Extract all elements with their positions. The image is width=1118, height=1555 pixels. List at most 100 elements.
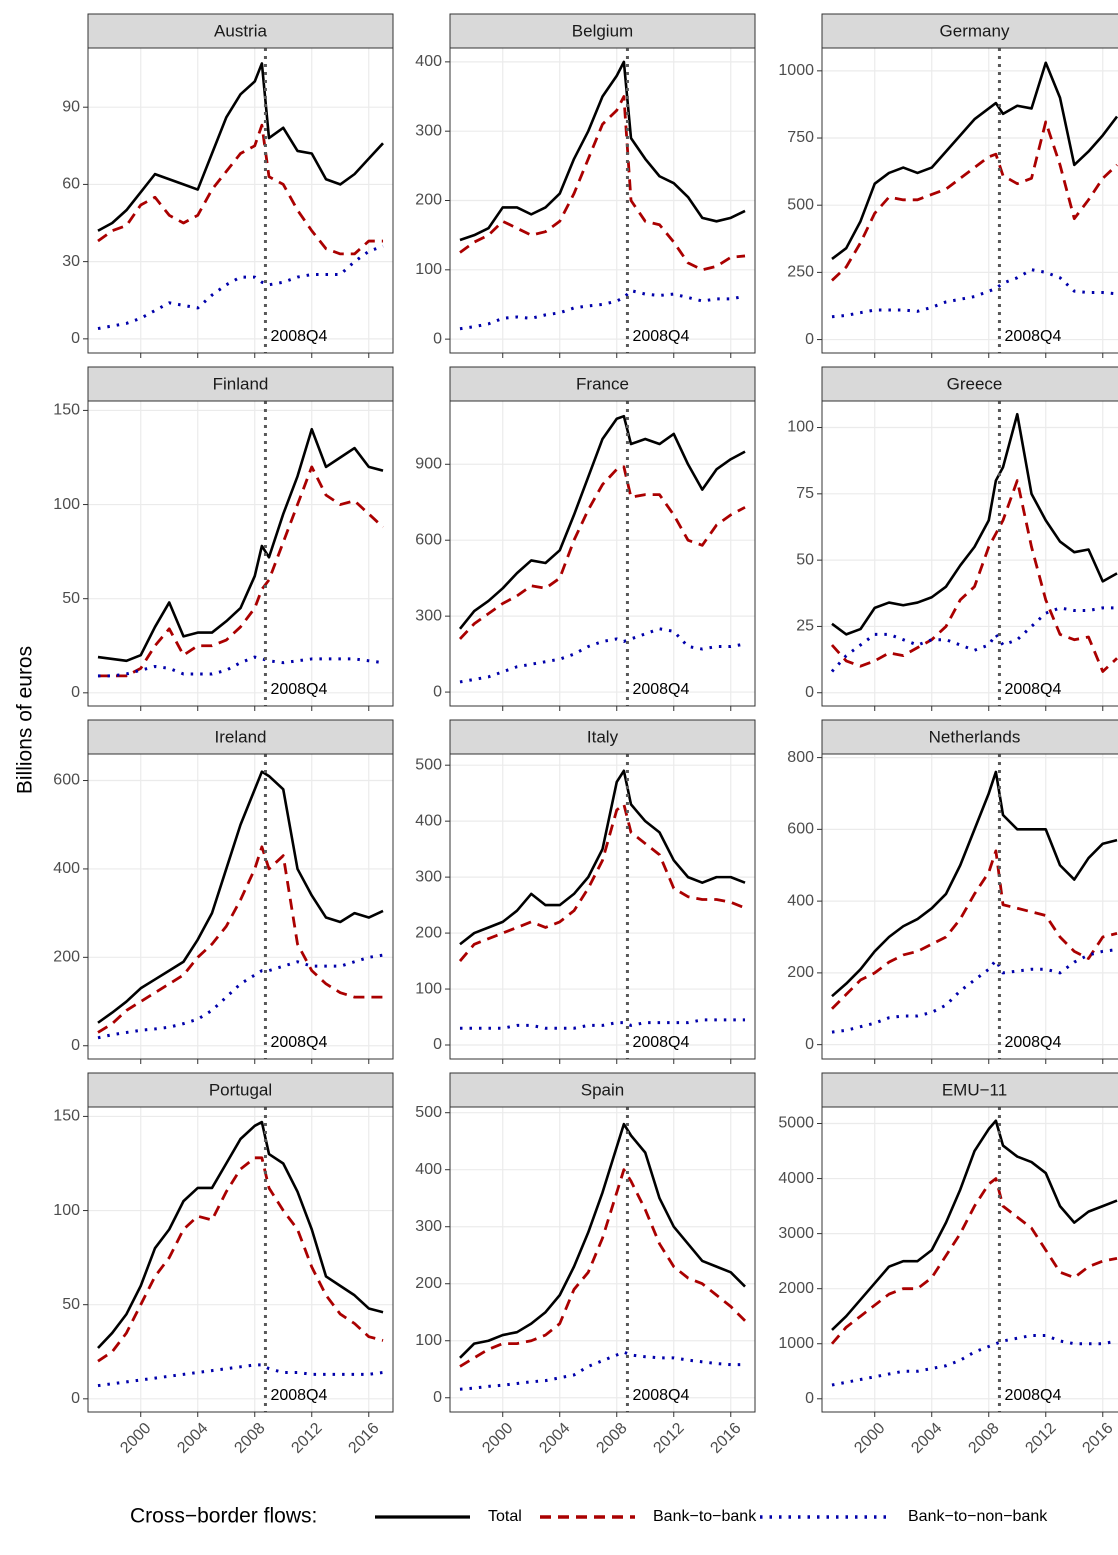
- legend-label: Total: [488, 1508, 522, 1525]
- y-tick-label: 100: [53, 496, 80, 513]
- series-line: [831, 948, 1118, 1034]
- strip-title: Spain: [581, 1080, 624, 1099]
- x-tick-label: 2012: [1022, 1420, 1059, 1457]
- y-axis-title: Billions of euros: [14, 646, 37, 794]
- y-tick-label: 600: [415, 531, 442, 548]
- series-line: [97, 465, 384, 678]
- y-tick-label: 0: [71, 330, 80, 347]
- series-line: [97, 1120, 384, 1349]
- y-tick-label: 600: [53, 772, 80, 789]
- strip: [87, 719, 394, 755]
- plot-border: [449, 400, 756, 707]
- y-tick-label: 400: [415, 53, 442, 70]
- plot-bg: [88, 754, 393, 1059]
- reference-label: 2008Q4: [632, 1034, 689, 1051]
- series-line: [830, 479, 1118, 673]
- x-tick-label: 2016: [1079, 1420, 1116, 1457]
- plot-bg: [450, 1107, 755, 1412]
- y-tick-label: 1000: [778, 62, 814, 79]
- panel: Ireland 0 200 400 600 2008Q4: [53, 719, 394, 1064]
- y-tick-label: 0: [805, 684, 814, 701]
- panel: Germany 0 250 500 750 1000 2008Q4: [778, 13, 1118, 358]
- y-tick-label: 2000: [778, 1280, 814, 1297]
- plot-bg: [88, 48, 393, 353]
- legend-label: Bank−to−bank: [653, 1508, 757, 1525]
- panel: Belgium 0 100 200 300 400 2008Q4: [415, 13, 756, 358]
- y-tick-label: 300: [415, 1218, 442, 1235]
- y-tick-label: 90: [62, 98, 80, 115]
- x-tick-label: 2004: [536, 1420, 573, 1457]
- series-line: [97, 1156, 384, 1363]
- strip: [449, 1072, 756, 1108]
- plot-border: [821, 1106, 1118, 1413]
- series-line: [459, 769, 746, 946]
- strip-title: Austria: [214, 21, 267, 40]
- plot-border: [449, 1106, 756, 1413]
- plot-border: [821, 753, 1118, 1060]
- y-tick-label: 0: [71, 684, 80, 701]
- y-tick-label: 50: [62, 1296, 80, 1313]
- y-tick-label: 400: [415, 812, 442, 829]
- panel: Spain 0 100 200 300 400 500 2000 2004 2008 2012 201…: [415, 1072, 756, 1457]
- series-line: [97, 1363, 384, 1388]
- plot-border: [87, 47, 394, 354]
- y-tick-label: 300: [415, 122, 442, 139]
- y-tick-label: 75: [796, 485, 814, 502]
- x-tick-label: 2000: [851, 1420, 888, 1457]
- y-tick-label: 1000: [778, 1335, 814, 1352]
- y-tick-label: 0: [805, 1036, 814, 1053]
- strip: [821, 366, 1118, 402]
- series-line: [831, 412, 1118, 636]
- x-tick-label: 2004: [908, 1420, 945, 1457]
- strip: [449, 719, 756, 755]
- y-tick-label: 50: [796, 551, 814, 568]
- series-line: [458, 802, 746, 962]
- reference-label: 2008Q4: [270, 1387, 327, 1404]
- y-tick-label: 4000: [778, 1170, 814, 1187]
- plot-bg: [450, 401, 755, 706]
- y-tick-label: 100: [53, 1202, 80, 1219]
- x-tick-label: 2012: [650, 1420, 687, 1457]
- y-tick-label: 200: [787, 964, 814, 981]
- series-line: [97, 770, 384, 1024]
- reference-label: 2008Q4: [270, 681, 327, 698]
- x-tick-label: 2000: [479, 1420, 516, 1457]
- strip-title: Belgium: [572, 21, 633, 40]
- y-tick-label: 3000: [778, 1225, 814, 1242]
- y-tick-label: 250: [787, 264, 814, 281]
- y-tick-label: 0: [433, 1036, 442, 1053]
- strip-title: Germany: [940, 21, 1010, 40]
- plot-border: [87, 400, 394, 707]
- strip: [87, 1072, 394, 1108]
- plot-bg: [88, 1107, 393, 1412]
- plot-border: [87, 753, 394, 1060]
- plot-border: [821, 47, 1118, 354]
- series-line: [831, 61, 1118, 260]
- series-line: [459, 1168, 747, 1368]
- plot-bg: [450, 754, 755, 1059]
- plot-border: [449, 47, 756, 354]
- series-line: [458, 465, 746, 640]
- y-tick-label: 30: [62, 253, 80, 270]
- y-tick-label: 150: [53, 1108, 80, 1125]
- y-tick-label: 0: [805, 331, 814, 348]
- y-tick-label: 100: [415, 1332, 442, 1349]
- x-tick-label: 2008: [593, 1420, 630, 1457]
- series-line: [459, 1122, 746, 1359]
- strip-title: France: [576, 374, 629, 393]
- y-tick-label: 0: [805, 1390, 814, 1407]
- series-line: [97, 845, 384, 1034]
- y-tick-label: 100: [415, 980, 442, 997]
- reference-label: 2008Q4: [1004, 681, 1061, 698]
- plot-bg: [88, 401, 393, 706]
- plot-bg: [822, 48, 1118, 353]
- strip: [449, 366, 756, 402]
- panel: Italy 0 100 200 300 400 500 2008Q4: [415, 719, 756, 1064]
- x-tick-label: 2008: [231, 1420, 268, 1457]
- y-tick-label: 500: [787, 196, 814, 213]
- plot-border: [449, 753, 756, 1060]
- y-tick-label: 200: [415, 1275, 442, 1292]
- series-line: [831, 1119, 1118, 1331]
- series-line: [831, 268, 1118, 319]
- y-tick-label: 100: [787, 419, 814, 436]
